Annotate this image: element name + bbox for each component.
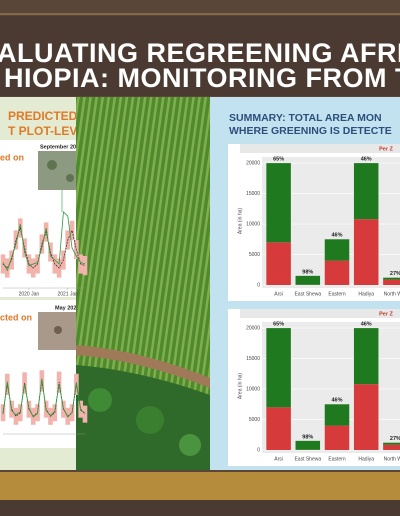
bar-segment [295, 275, 321, 285]
card-date: September 2020 [40, 144, 82, 150]
thumbnail-tree [47, 160, 57, 170]
bar-label: 46% [331, 233, 342, 239]
bar-segment [353, 219, 379, 285]
series-line [2, 378, 86, 418]
x-tick-label: Eastern [328, 291, 345, 297]
tree [88, 388, 112, 412]
x-tick-label: Arsi [274, 291, 283, 297]
bar-label: 98% [302, 269, 313, 275]
y-tick-label: 10000 [246, 221, 260, 227]
strip [240, 309, 400, 318]
bar-segment [324, 239, 350, 261]
y-axis-label: Area (in ha) [237, 208, 243, 234]
title-band [0, 16, 400, 96]
summary-heading: WHERE GREENING IS DETECTE [229, 125, 392, 137]
title-line: HIOPIA: MONITORING FROM T [4, 63, 400, 93]
bar-segment [383, 277, 400, 280]
y-tick-label: 20000 [246, 325, 260, 331]
bar-segment [383, 279, 400, 285]
card-caption: ed on [0, 152, 24, 162]
bar-segment [353, 163, 379, 220]
bar-segment [266, 328, 291, 408]
card-date: May 2021 [55, 305, 79, 311]
bar-segment [353, 384, 379, 450]
x-tick-label: Hadiya [358, 291, 374, 297]
x-tick-label: Eastern [328, 456, 345, 462]
bar-segment [383, 444, 400, 450]
series-line [2, 211, 86, 272]
y-tick-label: 5000 [249, 252, 260, 258]
y-tick-label: 5000 [249, 417, 260, 423]
bar-segment [324, 425, 350, 450]
bar-segment [266, 163, 291, 243]
y-tick-label: 15000 [246, 191, 260, 197]
x-tick-label: 2020 Jan [19, 291, 40, 297]
thumbnail-tree [54, 326, 62, 334]
strip-label: Per Z [379, 146, 393, 152]
x-tick-label: North Wes [384, 291, 400, 297]
bar-segment [324, 404, 350, 426]
footer [0, 500, 400, 516]
x-tick-label: North Wes [384, 456, 400, 462]
bar-segment [266, 407, 291, 450]
y-tick-label: 15000 [246, 356, 260, 362]
y-axis-label: Area (in ha) [237, 373, 243, 399]
x-tick-label: Hadiya [358, 456, 374, 462]
y-tick-label: 0 [257, 282, 260, 288]
bar-segment [324, 260, 350, 285]
strip [240, 144, 400, 153]
x-tick-label: East Shewa [294, 456, 321, 462]
strip-label: Per Z [379, 311, 393, 317]
road [76, 345, 210, 388]
bar-segment [295, 440, 321, 450]
y-tick-label: 20000 [246, 160, 260, 166]
bar-label: 27% [390, 436, 400, 442]
bar-label: 65% [273, 322, 284, 328]
bar-label: 46% [361, 157, 372, 163]
tree [136, 406, 164, 434]
x-tick-label: 2021 Jan [57, 291, 78, 297]
bar-label: 98% [302, 434, 313, 440]
title-line: ALUATING REGREENING AFRIC [0, 38, 400, 68]
summary-heading: SUMMARY: TOTAL AREA MON [229, 112, 382, 124]
y-tick-label: 10000 [246, 386, 260, 392]
bar-label: 46% [331, 398, 342, 404]
footer-band [0, 472, 400, 500]
left-heading: T PLOT-LEVEL [8, 124, 93, 138]
bar-label: 27% [390, 271, 400, 277]
card-caption: cted on [0, 312, 32, 322]
tree [179, 434, 201, 456]
y-tick-label: 0 [257, 447, 260, 453]
left-heading: PREDICTED [8, 109, 78, 123]
bar-label: 46% [361, 322, 372, 328]
bar-segment [266, 242, 291, 285]
thumbnail-tree [66, 174, 74, 182]
x-tick-label: East Shewa [294, 291, 321, 297]
bar-label: 65% [273, 157, 284, 163]
bar-segment [353, 328, 379, 385]
bar-segment [383, 442, 400, 445]
x-tick-label: Arsi [274, 456, 283, 462]
